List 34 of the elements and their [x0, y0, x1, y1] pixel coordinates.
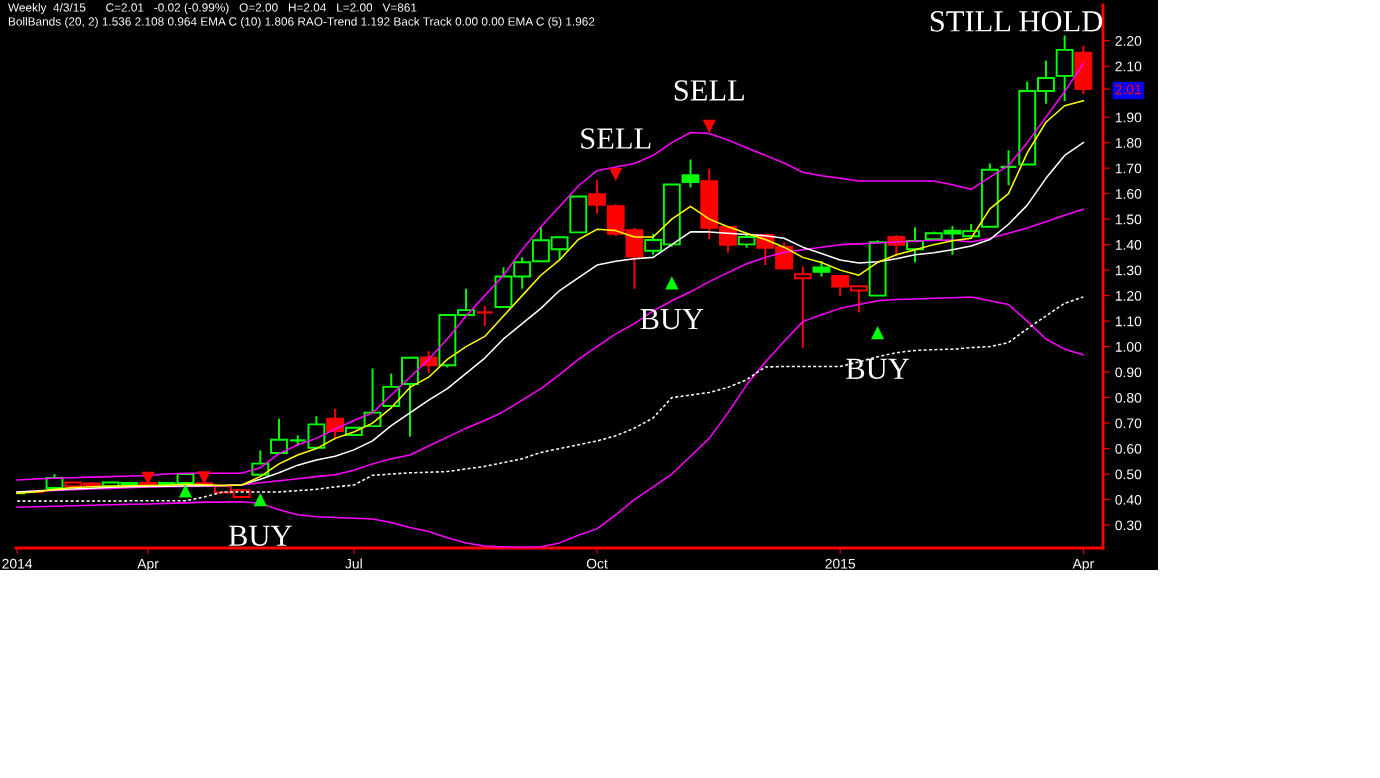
y-tick-label: 0.30: [1115, 520, 1142, 531]
data-label: BUY: [846, 358, 910, 380]
x-tick-label: Jul: [345, 558, 362, 569]
y-tick-label: 1.70: [1115, 163, 1142, 174]
y-tick-label: 0.80: [1115, 392, 1142, 403]
y-tick-label: 2.01: [1115, 84, 1142, 95]
y-tick-label: 1.50: [1115, 214, 1142, 225]
y-tick-label: 0.70: [1115, 418, 1142, 429]
x-tick-label: Oct: [586, 558, 608, 569]
x-tick-label: Apr: [137, 558, 159, 572]
y-tick-label: 1.80: [1115, 138, 1142, 148]
data-label: BUY: [228, 525, 292, 547]
y-tick-label: 1.40: [1115, 239, 1142, 250]
data-label: SELL: [674, 80, 744, 101]
y-tick-label: 1.10: [1115, 316, 1142, 327]
x-tick-label: 2015: [825, 558, 856, 569]
y-tick-label: 0.50: [1115, 469, 1142, 480]
text: BollBands (20, 2) 1.536 2.108 0.964 EMA C (10) 1.806 RAO-Trend 1.192 Back Track 0.00 0.00 EMA C (5) 1.962: [8, 17, 595, 28]
y-tick-label: 1.90: [1115, 112, 1142, 123]
y-tick-label: 2.10: [1115, 61, 1142, 72]
data-label: SELL: [581, 128, 651, 149]
annotation: STILL HOLD: [930, 11, 1103, 32]
y-tick-label: 1.20: [1115, 290, 1142, 301]
y-tick-label: 1.60: [1115, 188, 1142, 199]
x-tick-label: 2014: [2, 558, 33, 569]
y-tick-label: 2.20: [1115, 36, 1142, 46]
y-tick-label: 0.60: [1115, 443, 1142, 454]
y-tick-label: 1.00: [1115, 341, 1142, 352]
chart-title: Weekly 4/3/15 C=2.01 -0.02 (-0.99%) O=2.00 H=2.04 L=2.00 V=861: [8, 3, 417, 15]
data-label: BUY: [640, 309, 704, 330]
y-tick-label: 0.40: [1115, 494, 1142, 505]
y-tick-label: 1.30: [1115, 265, 1142, 276]
y-tick-label: 0.90: [1115, 367, 1142, 378]
x-tick-label: Apr: [1072, 558, 1094, 572]
